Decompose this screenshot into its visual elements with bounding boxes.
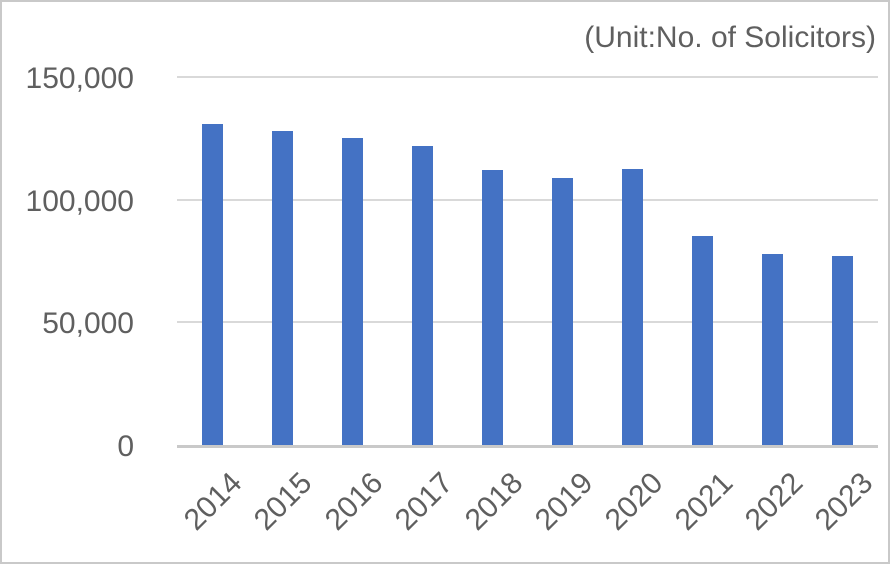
x-axis-label: 2016 [318,466,389,537]
gridline [177,321,878,324]
y-axis-label: 100,000 [25,184,134,218]
gridline [177,198,878,201]
gridline [177,76,878,78]
bar-2022 [762,253,784,445]
chart-unit-caption: (Unit:No. of Solicitors) [584,21,876,54]
y-axis-label: 0 [117,430,134,463]
y-axis-label: 50,000 [42,307,134,341]
x-axis-label: 2019 [528,466,600,537]
x-axis-label: 2020 [598,466,670,537]
x-axis-label: 2021 [668,466,740,537]
x-axis-label: 2022 [738,466,810,537]
bar-2021 [692,236,714,445]
x-axis-label: 2017 [388,466,459,537]
bar-2015 [271,130,293,445]
x-axis-label: 2023 [809,466,880,537]
x-axis-label: 2014 [178,466,249,537]
bar-2017 [411,145,433,445]
bar-2018 [481,170,503,445]
bar-2020 [622,169,644,445]
bar-2023 [832,256,854,445]
bar-2019 [552,177,574,445]
x-axis-label: 2015 [248,466,319,537]
plot-area [177,76,878,448]
x-axis-label: 2018 [458,466,530,537]
x-axis-line [177,445,878,448]
y-axis-label: 150,000 [25,62,134,95]
bar-2016 [341,138,363,445]
bar-2014 [201,123,223,445]
